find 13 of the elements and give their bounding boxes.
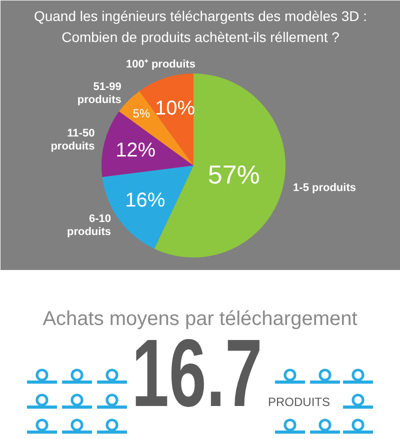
slice-label: 100⁺ produits bbox=[126, 58, 196, 71]
chart-title: Quand les ingénieurs téléchargents des modèles 3D : Combien de produits achètent-ils réllement ? bbox=[34, 8, 368, 45]
data-label: 5% bbox=[132, 106, 150, 120]
data-label: 10% bbox=[155, 98, 196, 120]
data-label: 57% bbox=[208, 160, 260, 190]
slice-label: 11-50 produits bbox=[50, 128, 95, 153]
text: Achats moyens par téléchargement bbox=[42, 308, 358, 330]
slice-label: 6-10 produits bbox=[66, 212, 111, 238]
slice-label: 1-5 produits bbox=[293, 182, 356, 194]
slice-label: 51-99 produits bbox=[77, 80, 122, 106]
data-label: 16% bbox=[125, 190, 166, 212]
text: PRODUITS bbox=[268, 395, 330, 409]
data-label: 12% bbox=[116, 140, 156, 162]
